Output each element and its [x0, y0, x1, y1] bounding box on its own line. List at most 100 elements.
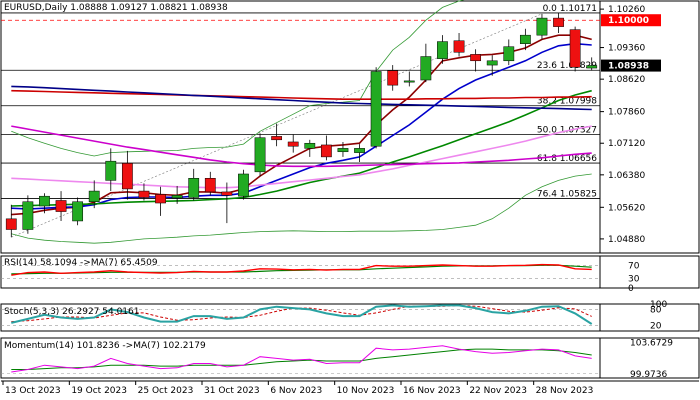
candle-28: [470, 49, 482, 72]
rsi-tick-label-2: 0: [628, 284, 634, 294]
current-price-badge-label: 1.08938: [608, 62, 649, 72]
stoch-tick-label-1: 80: [650, 305, 662, 315]
price-tick-label-2: 1.08620: [608, 75, 645, 85]
candle-32: [536, 13, 548, 40]
candle-body-13: [221, 191, 233, 196]
candle-30: [503, 39, 515, 66]
price-tick-label-6: 1.05620: [608, 203, 645, 213]
candle-4: [72, 197, 84, 226]
candle-5: [88, 180, 100, 209]
stoch-pane-title: Stoch(5,3,3) 26.2927 54.0161: [4, 307, 140, 317]
candle-body-5: [88, 190, 100, 202]
candle-body-35: [586, 65, 598, 69]
fib-label-5: 76.4 1.05825: [537, 190, 597, 200]
candle-body-31: [519, 34, 531, 44]
candle-22: [370, 67, 382, 149]
price-tick-label-4: 1.07120: [608, 139, 645, 149]
candle-body-9: [155, 194, 166, 204]
fib-label-0: 0.0 1.10171: [543, 4, 597, 14]
momentum-tick-label-1: 99.9736: [630, 370, 667, 380]
time-tick-label-3: 31 Oct 2023: [204, 386, 260, 396]
candle-16: [271, 123, 283, 147]
candle-6: [105, 148, 117, 192]
candle-body-3: [55, 200, 67, 212]
stoch-tick-label-2: 20: [650, 322, 662, 332]
time-tick-label-2: 25 Oct 2023: [138, 386, 194, 396]
candle-23: [387, 65, 399, 91]
current-price-badge-bg: [601, 59, 661, 72]
moving-average-line-4: [11, 125, 592, 168]
candle-13: [221, 182, 233, 224]
candle-body-24: [403, 80, 415, 83]
candle-10: [171, 185, 183, 204]
candle-body-26: [437, 41, 448, 59]
stoch-k-line: [11, 304, 593, 325]
current-price-badge: 1.08938: [601, 59, 661, 72]
candle-8: [138, 183, 150, 201]
candle-body-8: [138, 190, 150, 198]
red-level-badge-label: 1.10000: [608, 16, 649, 26]
candle-body-1: [22, 201, 34, 230]
pane-frame-rsi: [0, 255, 700, 289]
stoch-tick-label-0: 100: [650, 300, 667, 310]
candle-body-20: [337, 148, 349, 153]
pane-frame-price: [0, 0, 700, 254]
rsi-tick-label-0: 70: [628, 262, 640, 272]
candle-body-4: [72, 201, 84, 222]
time-tick-label-0: 13 Oct 2023: [5, 386, 61, 396]
candle-body-6: [105, 160, 117, 181]
candle-body-14: [238, 173, 249, 197]
candle-body-27: [453, 40, 465, 53]
momentum-ma-line: [11, 348, 592, 370]
rsi-line: [11, 263, 592, 276]
candle-24: [403, 71, 415, 87]
pane-frame-stoch: [0, 303, 700, 332]
candle-29: [486, 55, 498, 76]
candle-14: [238, 169, 249, 200]
candle-body-32: [536, 17, 548, 36]
candle-body-10: [171, 195, 183, 199]
momentum-line: [11, 345, 592, 373]
candle-27: [453, 33, 465, 57]
candle-33: [553, 12, 564, 34]
candle-11: [188, 168, 200, 201]
candle-17: [287, 134, 299, 153]
candle-body-21: [354, 148, 365, 153]
candle-26: [437, 35, 448, 64]
candle-body-0: [5, 218, 17, 230]
candle-body-12: [204, 178, 216, 193]
time-tick-label-5: 10 Nov 2023: [337, 386, 395, 396]
time-tick-label-1: 19 Oct 2023: [71, 386, 127, 396]
candle-body-30: [503, 46, 515, 62]
time-tick-label-7: 22 Nov 2023: [469, 386, 527, 396]
candle-body-11: [188, 178, 200, 198]
price-pane-title: EURUSD,Daily 1.08888 1.09127 1.08821 1.0…: [4, 3, 228, 13]
candle-21: [354, 144, 365, 163]
price-tick-label-0: 1.10260: [608, 5, 645, 15]
price-tick-label-7: 1.04880: [608, 235, 645, 245]
pane-frame-mom: [0, 337, 700, 379]
time-tick-label-4: 6 Nov 2023: [270, 386, 322, 396]
moving-average-line-6: [11, 85, 592, 111]
candle-31: [519, 28, 531, 51]
time-tick-label-6: 16 Nov 2023: [403, 386, 461, 396]
candle-body-18: [304, 142, 316, 149]
price-tick-label-1: 1.09360: [608, 44, 645, 54]
candle-20: [337, 141, 349, 157]
candle-0: [5, 204, 17, 238]
candle-body-28: [470, 54, 482, 62]
fib-label-4: 61.8 1.06656: [537, 154, 597, 164]
candle-body-23: [387, 70, 399, 86]
candle-12: [204, 171, 216, 196]
momentum-pane-title: Momentum(14) 101.8236 ->MA(7) 102.2179: [4, 341, 206, 351]
candle-body-7: [121, 163, 133, 190]
candle-34: [569, 26, 581, 72]
candle-35: [586, 57, 598, 71]
candle-body-29: [486, 60, 498, 66]
candle-2: [39, 193, 50, 214]
rsi-pane-title: RSI(14) 58.1094 ->MA(7) 65.4509: [4, 258, 158, 268]
moving-average-line-0: [11, 34, 592, 216]
bollinger-upper-line: [11, 0, 465, 157]
